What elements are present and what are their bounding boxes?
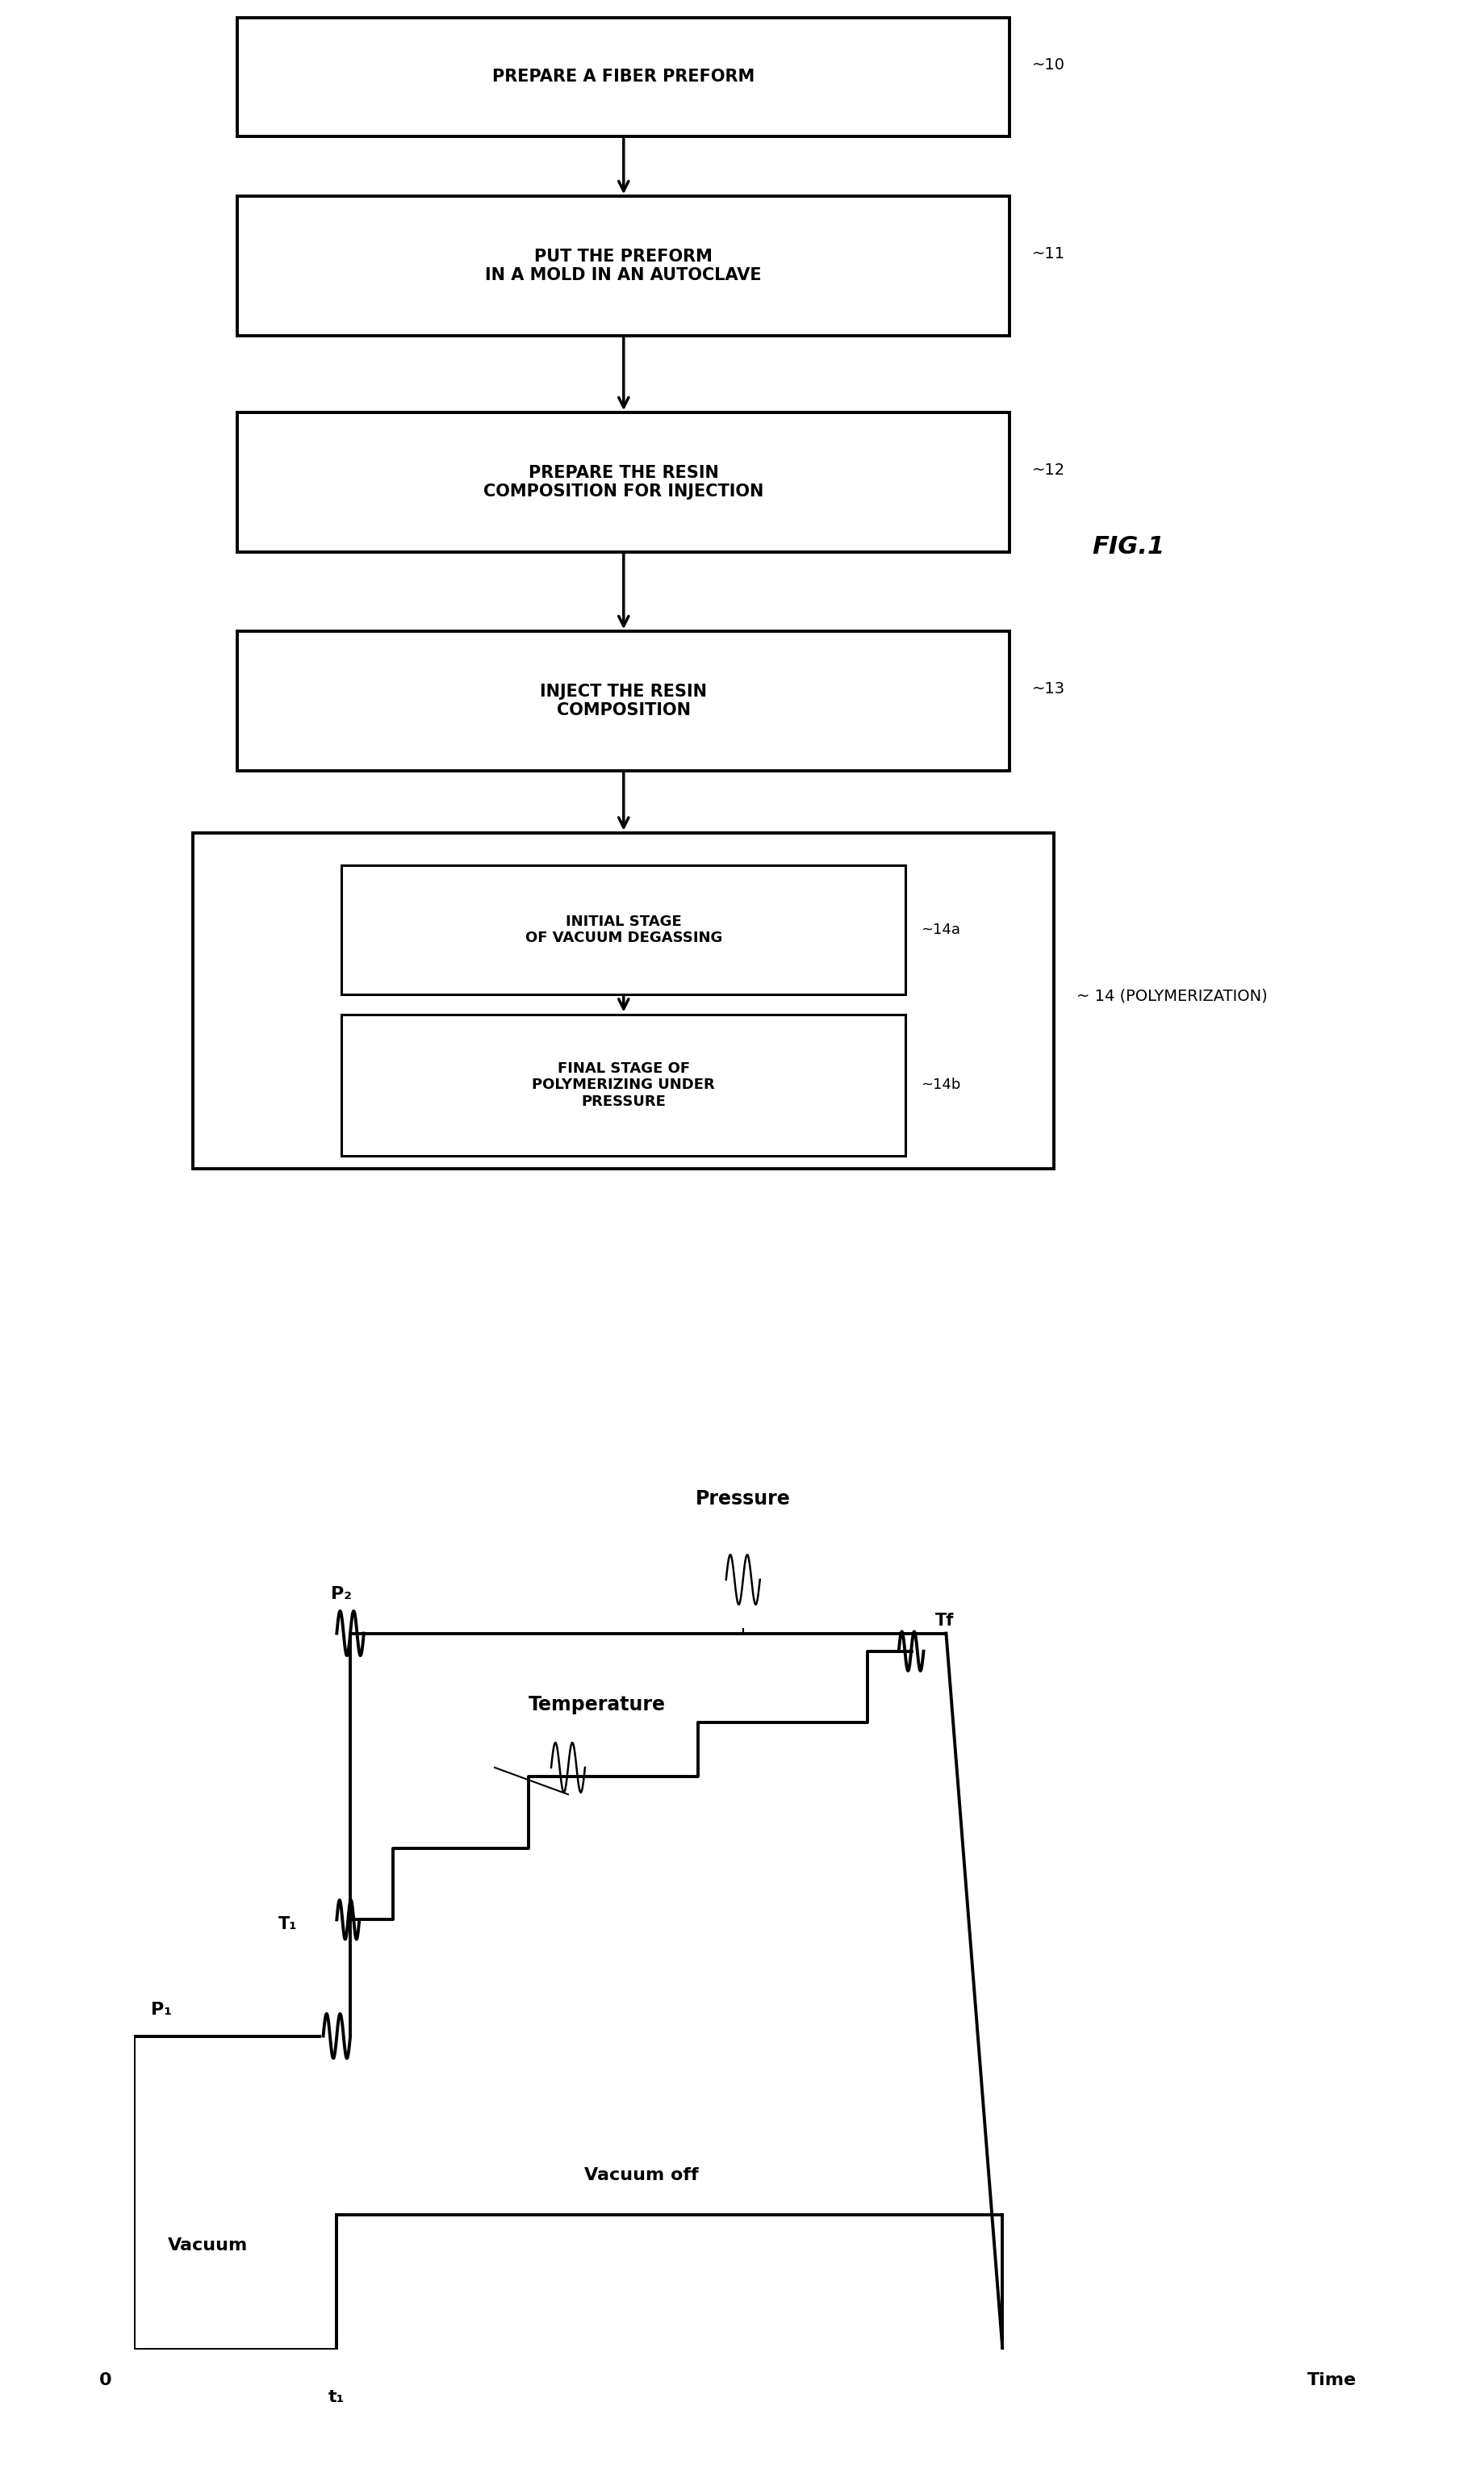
Text: Time: Time bbox=[1306, 2372, 1356, 2389]
Bar bbox=[237, 196, 1009, 336]
Text: Pressure: Pressure bbox=[695, 1489, 789, 1509]
Text: P₁: P₁ bbox=[150, 2001, 172, 2019]
Text: INJECT THE RESIN
COMPOSITION: INJECT THE RESIN COMPOSITION bbox=[540, 684, 706, 718]
Text: ~10: ~10 bbox=[1031, 57, 1064, 72]
Bar bbox=[341, 1014, 905, 1156]
Text: PUT THE PREFORM
IN A MOLD IN AN AUTOCLAVE: PUT THE PREFORM IN A MOLD IN AN AUTOCLAV… bbox=[485, 249, 761, 283]
Bar bbox=[237, 17, 1009, 137]
Text: Tf: Tf bbox=[935, 1613, 953, 1628]
Bar bbox=[237, 413, 1009, 552]
Text: T₁: T₁ bbox=[278, 1917, 297, 1932]
Text: ~12: ~12 bbox=[1031, 462, 1064, 477]
Text: INITIAL STAGE
OF VACUUM DEGASSING: INITIAL STAGE OF VACUUM DEGASSING bbox=[525, 915, 721, 945]
Text: PREPARE A FIBER PREFORM: PREPARE A FIBER PREFORM bbox=[493, 70, 754, 85]
Text: ~11: ~11 bbox=[1031, 246, 1064, 261]
Text: FIG.6: FIG.6 bbox=[1144, 2036, 1230, 2066]
Text: ~ 14 (POLYMERIZATION): ~ 14 (POLYMERIZATION) bbox=[1076, 987, 1267, 1004]
Bar bbox=[237, 631, 1009, 771]
Text: FIG.1: FIG.1 bbox=[1092, 534, 1163, 559]
Text: Vacuum off: Vacuum off bbox=[585, 2168, 697, 2183]
Bar bbox=[341, 865, 905, 994]
Text: P₂: P₂ bbox=[331, 1586, 352, 1601]
Text: ~13: ~13 bbox=[1031, 681, 1064, 696]
Text: Temperature: Temperature bbox=[528, 1695, 665, 1715]
Text: 0: 0 bbox=[99, 2372, 111, 2389]
Text: ~14b: ~14b bbox=[920, 1079, 960, 1091]
Bar bbox=[193, 833, 1054, 1168]
Text: t₁: t₁ bbox=[328, 2389, 344, 2406]
Text: FINAL STAGE OF
POLYMERIZING UNDER
PRESSURE: FINAL STAGE OF POLYMERIZING UNDER PRESSU… bbox=[531, 1062, 715, 1109]
Text: Vacuum: Vacuum bbox=[168, 2237, 248, 2252]
Text: ~14a: ~14a bbox=[920, 922, 960, 937]
Text: PREPARE THE RESIN
COMPOSITION FOR INJECTION: PREPARE THE RESIN COMPOSITION FOR INJECT… bbox=[484, 465, 763, 500]
